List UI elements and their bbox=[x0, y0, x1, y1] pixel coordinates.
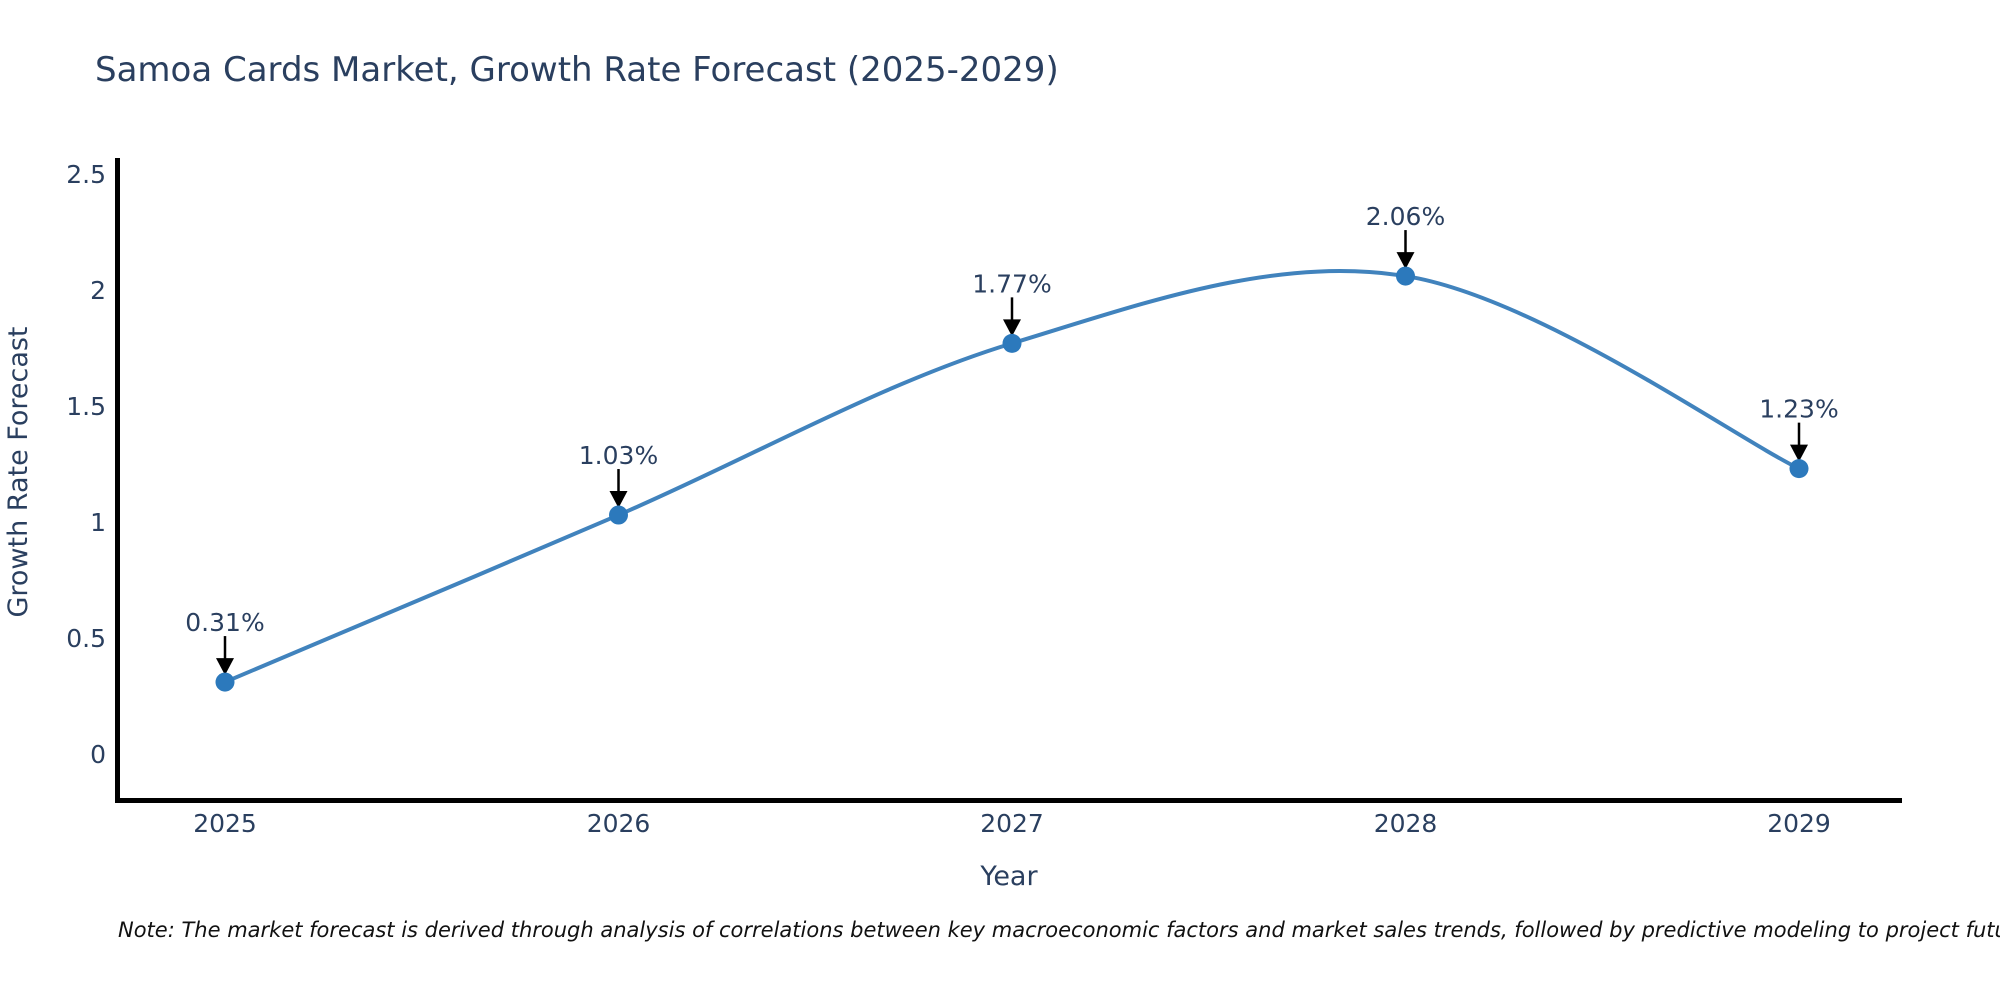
y-tick-label: 1.5 bbox=[66, 392, 106, 421]
data-point-2029[interactable] bbox=[1789, 459, 1809, 479]
data-point-2028[interactable] bbox=[1396, 266, 1415, 286]
x-tick-label: 2026 bbox=[587, 809, 651, 838]
annotation-arrow-head bbox=[609, 491, 628, 509]
y-tick-label: 2.5 bbox=[66, 160, 106, 189]
y-axis-title: Growth Rate Forecast bbox=[3, 326, 34, 617]
annotation-label: 1.23% bbox=[1759, 395, 1838, 424]
annotation-label: 1.77% bbox=[972, 269, 1051, 298]
annotation-label: 0.31% bbox=[185, 608, 264, 637]
y-tick-label: 2 bbox=[90, 276, 106, 305]
x-tick-label: 2029 bbox=[1767, 809, 1831, 838]
y-tick-label: 0 bbox=[90, 740, 106, 769]
annotation-arrow-head bbox=[216, 658, 234, 676]
y-tick-label: 1 bbox=[90, 508, 106, 537]
data-point-2026[interactable] bbox=[609, 505, 628, 525]
x-tick-label: 2027 bbox=[980, 809, 1044, 838]
x-tick-label: 2028 bbox=[1374, 809, 1438, 838]
chart-title: Samoa Cards Market, Growth Rate Forecast… bbox=[95, 50, 1059, 90]
annotation-arrow-head bbox=[1003, 319, 1021, 337]
annotation-label: 2.06% bbox=[1366, 202, 1445, 231]
footnote: Note: The market forecast is derived thr… bbox=[118, 918, 2000, 942]
data-point-2027[interactable] bbox=[1002, 333, 1022, 353]
x-tick-label: 2025 bbox=[193, 809, 257, 838]
y-tick-label: 0.5 bbox=[66, 624, 106, 653]
annotation-arrow-head bbox=[1396, 252, 1415, 270]
annotation-arrow-head bbox=[1790, 444, 1808, 462]
data-point-2025[interactable] bbox=[215, 672, 235, 692]
annotation-label: 1.03% bbox=[579, 441, 658, 470]
x-axis-title: Year bbox=[979, 861, 1038, 892]
